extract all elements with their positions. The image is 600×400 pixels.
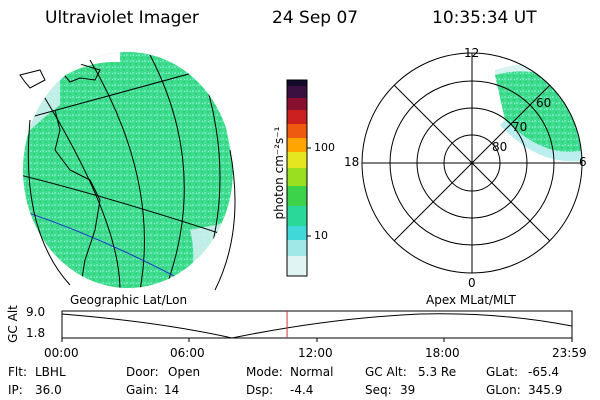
alt-tick-low: 1.8 <box>26 326 46 340</box>
status-mode-value: Normal <box>290 365 334 379</box>
date-label: 24 Sep 07 <box>272 8 359 28</box>
geographic-map <box>19 52 236 291</box>
status-dsp-value: -4.4 <box>290 383 314 397</box>
time-tick-0600: 06:00 <box>170 346 205 360</box>
mlt-label-0: 0 <box>468 276 476 290</box>
status-gain-label: Gain: <box>126 383 158 397</box>
altitude-plot <box>61 310 573 342</box>
status-glat-label: GLat: <box>486 365 519 379</box>
geo-panel-label: Geographic Lat/Lon <box>70 293 188 307</box>
status-gcalt-label: GC Alt: <box>365 365 407 379</box>
instrument-title: Ultraviolet Imager <box>45 8 199 28</box>
polar-panel-label: Apex MLat/MLT <box>426 293 516 307</box>
status-mode-label: Mode: <box>246 365 283 379</box>
time-tick-1200: 12:00 <box>298 346 333 360</box>
status-glon-value: 345.9 <box>528 383 563 397</box>
status-door-value: Open <box>168 365 201 379</box>
status-ip-value: 36.0 <box>35 383 62 397</box>
status-flt-value: LBHL <box>35 365 66 379</box>
status-door-label: Door: <box>126 365 159 379</box>
status-ip-label: IP: <box>8 383 23 397</box>
lat-label-80: 80 <box>492 140 508 154</box>
lat-label-60: 60 <box>536 96 552 110</box>
mlt-label-18: 18 <box>344 155 360 169</box>
status-gcalt-value: 5.3 Re <box>418 365 457 379</box>
status-dsp-label: Dsp: <box>246 383 274 397</box>
status-glon-label: GLon: <box>486 383 521 397</box>
polar-plot <box>361 52 583 274</box>
lat-label-70: 70 <box>512 120 528 134</box>
mlt-label-6: 6 <box>579 155 587 169</box>
colorbar <box>286 79 311 277</box>
time-label: 10:35:34 UT <box>432 8 537 28</box>
mlt-label-12: 12 <box>464 46 480 60</box>
colorbar-unit-label: photon cm⁻²s⁻¹ <box>272 126 286 220</box>
alt-tick-high: 9.0 <box>26 305 46 319</box>
status-seq-label: Seq: <box>365 383 392 397</box>
altitude-axis-label: GC Alt <box>5 305 20 343</box>
time-tick-2359: 23:59 <box>552 346 587 360</box>
status-seq-value: 39 <box>400 383 416 397</box>
time-tick-1800: 18:00 <box>425 346 460 360</box>
colorbar-tick-10: 10 <box>314 229 328 242</box>
status-gain-value: 14 <box>164 383 180 397</box>
time-tick-0000: 00:00 <box>44 346 79 360</box>
colorbar-tick-100: 100 <box>314 141 335 154</box>
status-glat-value: -65.4 <box>528 365 560 379</box>
status-flt-label: Flt: <box>8 365 27 379</box>
